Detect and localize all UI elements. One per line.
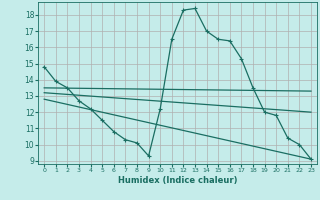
X-axis label: Humidex (Indice chaleur): Humidex (Indice chaleur) xyxy=(118,176,237,185)
